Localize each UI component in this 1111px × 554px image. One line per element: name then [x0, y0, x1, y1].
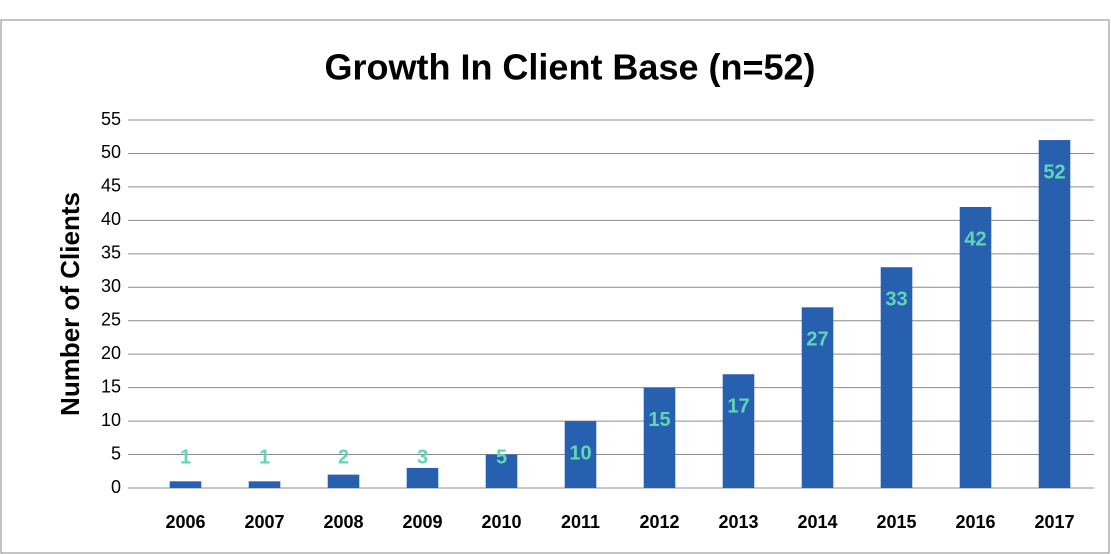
y-tick-label: 10: [101, 410, 121, 430]
y-tick-label: 5: [111, 443, 121, 463]
y-tick-label: 45: [101, 176, 121, 196]
x-tick-label: 2013: [718, 512, 758, 532]
x-tick-label: 2007: [244, 512, 284, 532]
data-label: 17: [727, 396, 749, 418]
data-label: 42: [964, 228, 986, 250]
x-tick-label: 2006: [165, 512, 205, 532]
y-tick-label: 40: [101, 209, 121, 229]
bar: [643, 387, 676, 488]
bar: [406, 467, 439, 488]
bar: [959, 206, 992, 488]
y-tick-label: 55: [101, 109, 121, 129]
bar: [485, 454, 518, 488]
x-tick-label: 2015: [876, 512, 916, 532]
data-label: 1: [180, 446, 191, 468]
chart-frame: [0, 19, 1110, 554]
bar: [722, 374, 755, 488]
data-label: 2: [338, 446, 349, 468]
bar: [327, 474, 360, 488]
x-tick-label: 2009: [402, 512, 442, 532]
y-tick-label: 25: [101, 309, 121, 329]
data-label: 33: [885, 288, 907, 310]
x-tick-label: 2012: [639, 512, 679, 532]
y-tick-label: 50: [101, 142, 121, 162]
y-tick-label: 0: [111, 477, 121, 497]
data-label: 10: [569, 442, 591, 464]
y-tick-label: 15: [101, 376, 121, 396]
data-label: 52: [1043, 161, 1065, 183]
bar: [1038, 140, 1071, 488]
y-axis-label: Number of Clients: [55, 192, 85, 416]
bar: [248, 481, 281, 488]
x-tick-label: 2016: [955, 512, 995, 532]
x-tick-label: 2014: [797, 512, 837, 532]
bar: [801, 307, 834, 488]
bar: [564, 421, 597, 488]
data-label: 1: [259, 446, 270, 468]
y-tick-label: 30: [101, 276, 121, 296]
chart-title: Growth In Client Base (n=52): [324, 47, 815, 88]
bar: [880, 267, 913, 488]
data-label: 5: [496, 446, 507, 468]
y-tick-label: 35: [101, 243, 121, 263]
data-label: 3: [417, 446, 428, 468]
x-tick-label: 2017: [1034, 512, 1074, 532]
bar: [169, 481, 202, 488]
data-label: 15: [648, 409, 670, 431]
x-tick-label: 2008: [323, 512, 363, 532]
x-tick-label: 2011: [561, 512, 600, 532]
y-tick-label: 20: [101, 343, 121, 363]
data-label: 27: [806, 329, 828, 351]
x-tick-label: 2010: [481, 512, 521, 532]
